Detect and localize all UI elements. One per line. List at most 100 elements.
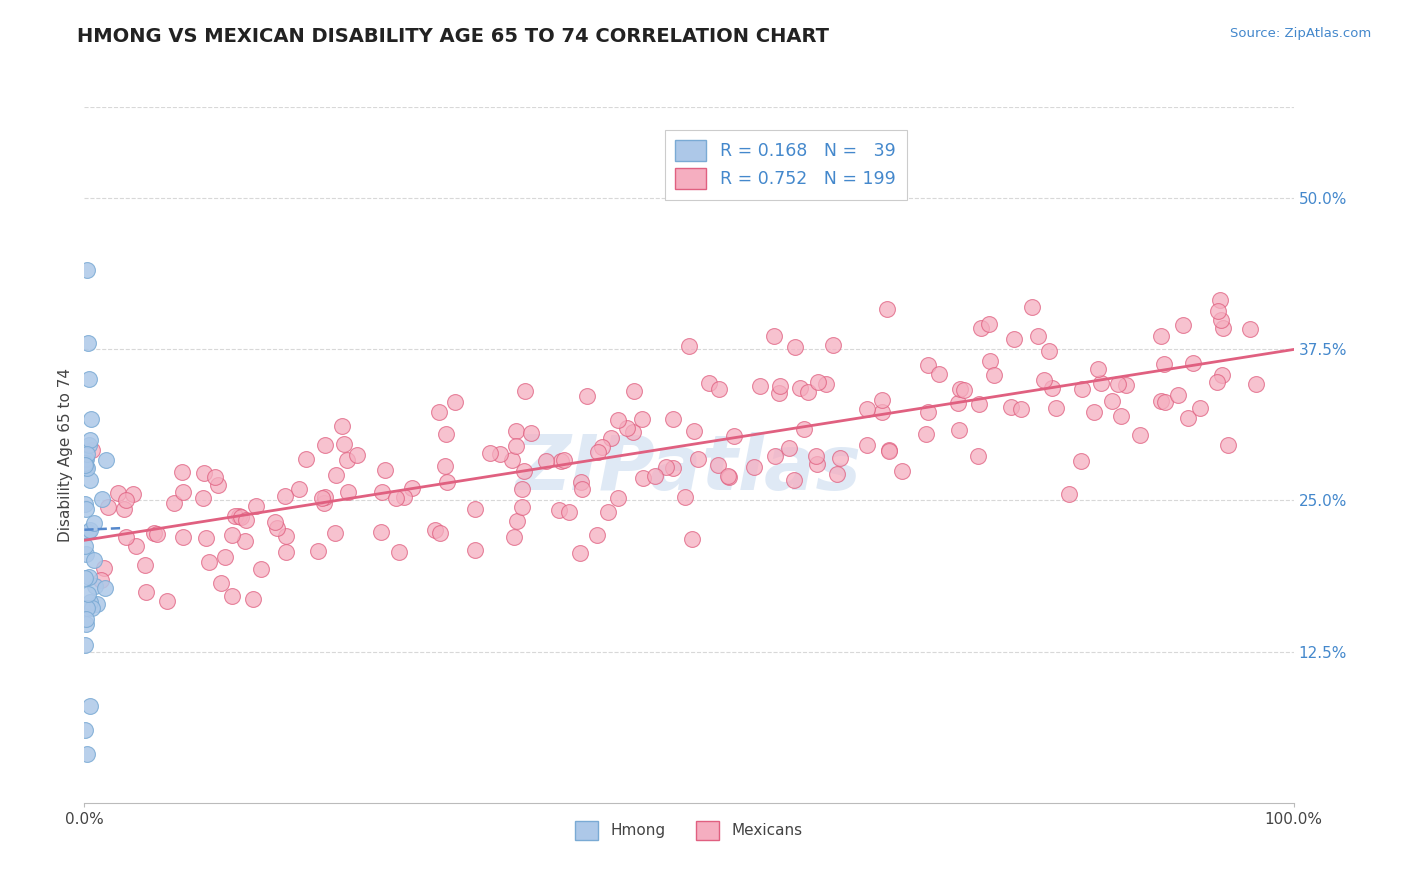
Point: [388, 545, 411, 559]
Point: [949, 382, 972, 396]
Point: [681, 532, 703, 546]
Point: [75, 459, 97, 474]
Point: [569, 475, 592, 489]
Point: [385, 491, 408, 505]
Point: [697, 376, 720, 390]
Point: [93, 581, 115, 595]
Point: [75, 452, 97, 467]
Point: [436, 475, 458, 489]
Point: [547, 503, 569, 517]
Point: [245, 500, 267, 514]
Point: [783, 340, 806, 354]
Point: [224, 508, 246, 523]
Point: [82, 442, 104, 457]
Point: [510, 500, 533, 514]
Point: [125, 539, 148, 553]
Point: [76, 461, 98, 475]
Point: [433, 459, 456, 474]
Point: [97, 500, 120, 514]
Point: [77, 438, 100, 452]
Point: [1153, 358, 1175, 372]
Point: [229, 509, 252, 524]
Point: [969, 321, 991, 335]
Point: [1090, 376, 1112, 391]
Text: ZIPatlas: ZIPatlas: [516, 432, 862, 506]
Point: [520, 426, 543, 441]
Point: [336, 484, 359, 499]
Point: [228, 508, 250, 523]
Point: [1045, 401, 1067, 415]
Point: [221, 589, 243, 603]
Point: [768, 386, 790, 401]
Text: HMONG VS MEXICAN DISABILITY AGE 65 TO 74 CORRELATION CHART: HMONG VS MEXICAN DISABILITY AGE 65 TO 74…: [77, 27, 830, 45]
Point: [1153, 395, 1175, 409]
Point: [591, 440, 613, 454]
Point: [655, 460, 678, 475]
Point: [392, 490, 415, 504]
Point: [83, 553, 105, 567]
Point: [464, 501, 486, 516]
Point: [76, 747, 98, 762]
Point: [76, 447, 98, 461]
Text: Source: ZipAtlas.com: Source: ZipAtlas.com: [1230, 27, 1371, 40]
Point: [515, 384, 537, 399]
Point: [333, 437, 356, 451]
Point: [585, 528, 607, 542]
Point: [221, 528, 243, 542]
Point: [1040, 382, 1063, 396]
Point: [510, 482, 533, 496]
Point: [266, 521, 288, 535]
Point: [75, 451, 97, 466]
Point: [891, 464, 914, 478]
Point: [823, 337, 845, 351]
Point: [135, 585, 157, 599]
Point: [877, 442, 900, 457]
Point: [312, 495, 335, 509]
Point: [631, 471, 654, 485]
Point: [616, 421, 638, 435]
Point: [575, 389, 598, 403]
Point: [683, 424, 706, 438]
Y-axis label: Disability Age 65 to 74: Disability Age 65 to 74: [58, 368, 73, 542]
Point: [948, 423, 970, 437]
Point: [967, 397, 990, 411]
Point: [623, 384, 645, 399]
Point: [156, 593, 179, 607]
Point: [830, 450, 852, 465]
Point: [744, 459, 766, 474]
Point: [1026, 329, 1049, 343]
Point: [783, 473, 806, 487]
Point: [598, 504, 620, 518]
Point: [464, 543, 486, 558]
Point: [107, 486, 129, 500]
Point: [505, 440, 527, 454]
Point: [233, 533, 256, 548]
Point: [314, 438, 336, 452]
Point: [662, 461, 685, 475]
Point: [73, 456, 96, 470]
Point: [325, 525, 347, 540]
Point: [1070, 453, 1092, 467]
Point: [630, 412, 652, 426]
Point: [80, 412, 103, 426]
Point: [661, 412, 683, 426]
Point: [250, 562, 273, 576]
Point: [806, 457, 828, 471]
Point: [621, 425, 644, 439]
Point: [91, 491, 114, 506]
Legend: Hmong, Mexicans: Hmong, Mexicans: [568, 814, 810, 847]
Point: [443, 395, 465, 409]
Point: [75, 639, 97, 653]
Point: [1033, 373, 1056, 387]
Point: [191, 491, 214, 506]
Point: [330, 418, 353, 433]
Point: [558, 506, 581, 520]
Point: [75, 612, 97, 626]
Point: [686, 452, 709, 467]
Point: [79, 698, 101, 713]
Point: [336, 452, 359, 467]
Point: [553, 452, 575, 467]
Point: [429, 526, 451, 541]
Point: [274, 489, 297, 503]
Point: [79, 473, 101, 487]
